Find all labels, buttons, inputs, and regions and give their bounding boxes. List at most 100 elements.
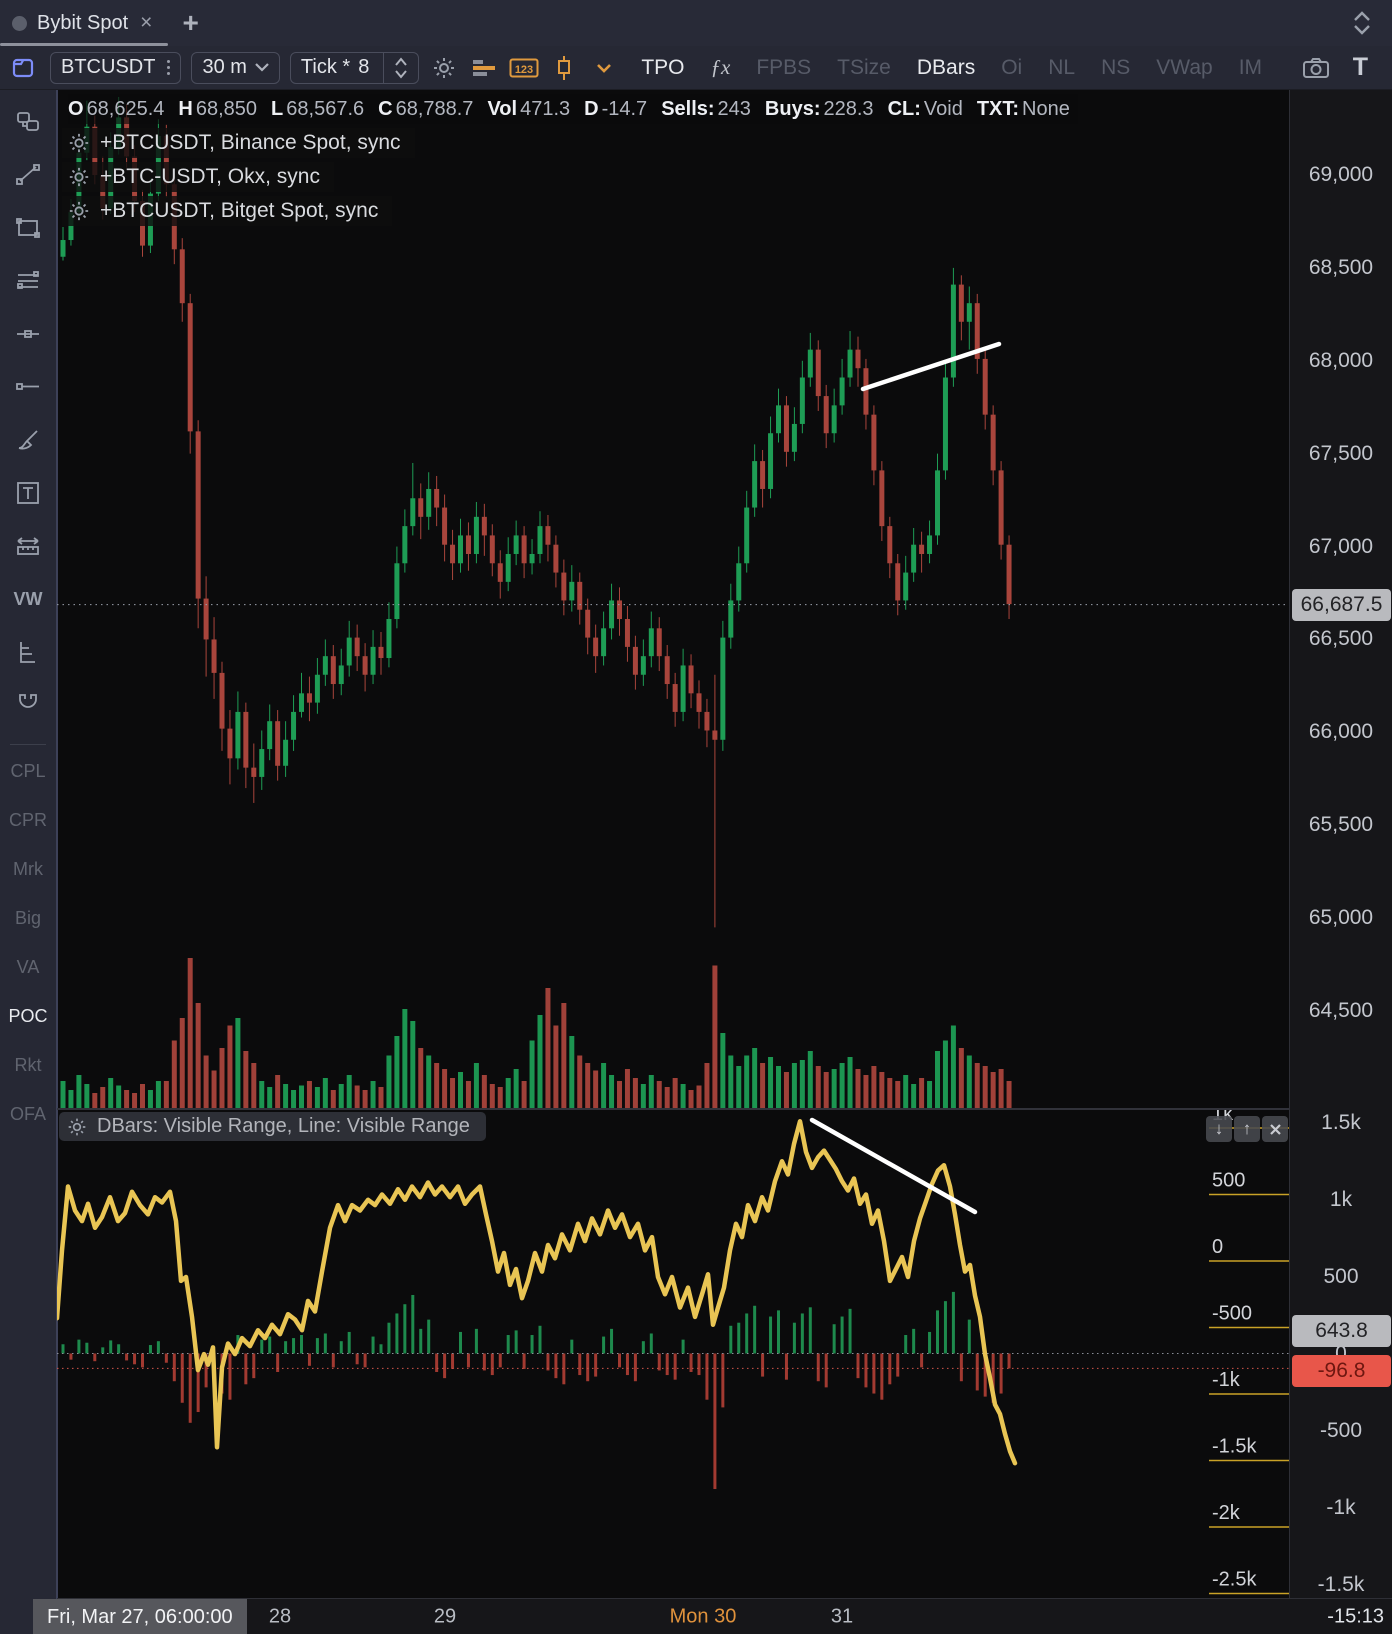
trend-line-icon[interactable] <box>8 155 48 195</box>
overlay-legend-row[interactable]: +BTC-USDT, Okx, sync <box>62 162 334 192</box>
tick-stepper-icon[interactable] <box>394 56 408 79</box>
new-tab-button[interactable]: + <box>182 7 199 38</box>
delta-axis-tick: -500 <box>1319 1418 1363 1442</box>
menu-item-im[interactable]: IM <box>1238 55 1263 79</box>
tab-status-dot-icon <box>12 15 27 31</box>
delta-axis-tick: 500 <box>1323 1264 1359 1288</box>
overlay-legend-row[interactable]: +BTCUSDT, Bitget Spot, sync <box>62 196 393 226</box>
delta-axis-tick: 0 <box>1335 1341 1347 1365</box>
price-tick: 65,000 <box>1308 906 1374 930</box>
svg-text:-2k: -2k <box>1212 1502 1241 1524</box>
cumulative-delta-line <box>57 1119 1018 1466</box>
pane-controls: ↓ ↑ <box>1206 1116 1288 1142</box>
delta-axis-tick: 1.5k <box>1321 1110 1361 1134</box>
overlay-legend-row[interactable]: +BTCUSDT, Binance Spot, sync <box>62 128 415 158</box>
indicator-menu: TPO ƒx FPBS TSize DBars Oi NL NS VWap IM <box>641 55 1262 80</box>
svg-text:-1k: -1k <box>1212 1369 1241 1391</box>
time-tick: Mon 30 <box>669 1605 737 1627</box>
sidebar-item-va[interactable]: VA <box>16 957 40 977</box>
tab-close-icon[interactable]: × <box>140 11 153 34</box>
time-axis[interactable]: Fri, Mar 27, 06:00:00 -15:13 28 29 Mon 30 3… <box>33 1598 1392 1634</box>
symbol-menu-dots-icon[interactable] <box>163 60 171 75</box>
interval-label: 30 m <box>202 56 247 78</box>
layout-folder-icon[interactable] <box>10 53 40 83</box>
sidebar-item-mrk[interactable]: Mrk <box>13 859 43 879</box>
ohlc-pair: L 68,567.6 <box>271 97 365 120</box>
sidebar-item-ofa[interactable]: OFA <box>9 1104 46 1124</box>
tab-bybit-spot[interactable]: Bybit Spot × <box>0 0 169 46</box>
ohlc-info-bar: O 68,625.4 H 68,850 L 68,567.6 C 68,788.7 Vol 471… <box>68 94 1078 124</box>
text-tool-icon[interactable]: T <box>1352 53 1368 81</box>
magnet-icon[interactable] <box>8 685 48 725</box>
indicator-legend-label: DBars: Visible Range, Line: Visible Rang… <box>97 1115 470 1137</box>
brush-icon[interactable] <box>8 420 48 460</box>
close-pane-icon[interactable] <box>1262 1116 1288 1142</box>
menu-item-nl[interactable]: NL <box>1048 55 1076 79</box>
move-pane-down-icon[interactable]: ↓ <box>1206 1116 1232 1142</box>
menu-item-oi[interactable]: Oi <box>1001 55 1023 79</box>
sidebar-item-poc[interactable]: POC <box>8 1006 48 1026</box>
footprint-bars-icon[interactable] <box>469 53 499 83</box>
numbers-123-icon[interactable]: 123 <box>509 53 539 83</box>
ohlc-pair: Vol 471.3 <box>487 97 571 120</box>
overlay-gear-icon[interactable] <box>68 132 90 154</box>
menu-item-tsize[interactable]: TSize <box>837 55 891 79</box>
active-tab-underline <box>0 43 169 46</box>
ohlc-pair: TXT: None <box>976 97 1070 120</box>
ohlc-pair: O 68,625.4 <box>68 97 165 120</box>
move-pane-up-icon[interactable]: ↑ <box>1234 1116 1260 1142</box>
menu-item-tpo[interactable]: TPO <box>641 55 685 79</box>
text-tool-icon[interactable] <box>8 473 48 513</box>
horizontal-ray-icon[interactable] <box>8 367 48 407</box>
symbol-label: BTCUSDT <box>61 56 156 78</box>
svg-text:-1.5k: -1.5k <box>1212 1436 1257 1458</box>
main-price-chart[interactable] <box>57 90 1289 1108</box>
expand-collapse-icon[interactable] <box>1344 5 1380 41</box>
volume-profile-icon[interactable] <box>8 632 48 672</box>
price-tick: 67,500 <box>1308 441 1374 465</box>
overlay-gear-icon[interactable] <box>68 200 90 222</box>
measure-icon[interactable] <box>8 526 48 566</box>
watchlist-icon[interactable] <box>8 102 48 142</box>
style-dropdown-chevron-icon[interactable] <box>589 53 619 83</box>
rectangle-icon[interactable] <box>8 208 48 248</box>
price-tick: 66,000 <box>1308 720 1374 744</box>
menu-item-ƒx[interactable]: ƒx <box>710 55 731 79</box>
tick-value: 8 <box>358 56 370 78</box>
delta-value-tag-gray: 643.8 <box>1292 1315 1391 1347</box>
ohlc-pair: C 68,788.7 <box>378 97 474 120</box>
indicator-gear-icon[interactable] <box>67 1117 87 1137</box>
menu-item-vwap[interactable]: VWap <box>1156 55 1213 79</box>
sidebar-item-cpl[interactable]: CPL <box>10 761 46 781</box>
sidebar-item-cpr[interactable]: CPR <box>8 810 47 830</box>
price-axis[interactable]: 69,000 68,500 68,000 67,500 67,000 66,500 66,0… <box>1289 90 1392 1598</box>
price-tick: 69,000 <box>1308 163 1374 186</box>
overlay-legend-list: +BTCUSDT, Binance Spot, sync +BTC-USDT, O… <box>62 128 415 226</box>
price-tick: 67,000 <box>1308 534 1374 558</box>
tick-size-button[interactable]: Tick * 8 <box>289 51 420 84</box>
parallel-channel-icon[interactable] <box>8 261 48 301</box>
drawing-sidebar: VW CPL CPR Mrk Big VA POC Rkt OFA <box>0 90 56 1634</box>
overlay-gear-icon[interactable] <box>68 166 90 188</box>
screenshot-camera-icon[interactable] <box>1301 53 1331 83</box>
candle-style-icon[interactable] <box>549 53 579 83</box>
time-tick: 29 <box>433 1605 457 1627</box>
menu-item-fpbs[interactable]: FPBS <box>756 55 812 79</box>
interval-button[interactable]: 30 m <box>191 51 280 84</box>
pane-separator[interactable] <box>57 1108 1392 1110</box>
price-tick: 66,500 <box>1308 627 1374 651</box>
menu-item-ns[interactable]: NS <box>1101 55 1131 79</box>
horizontal-line-icon[interactable] <box>8 314 48 354</box>
vwap-text-icon[interactable]: VW <box>13 588 43 609</box>
menu-item-dbars[interactable]: DBars <box>916 55 976 79</box>
sidebar-item-big[interactable]: Big <box>14 908 41 928</box>
price-tick: 68,000 <box>1308 348 1374 372</box>
sidebar-item-rkt[interactable]: Rkt <box>14 1055 42 1075</box>
main-trendline <box>860 341 1002 392</box>
symbol-button[interactable]: BTCUSDT <box>50 51 182 84</box>
settings-gear-icon[interactable] <box>429 53 459 83</box>
indicator-legend-chip[interactable]: DBars: Visible Range, Line: Visible Rang… <box>59 1112 486 1141</box>
svg-text:123: 123 <box>515 64 533 76</box>
